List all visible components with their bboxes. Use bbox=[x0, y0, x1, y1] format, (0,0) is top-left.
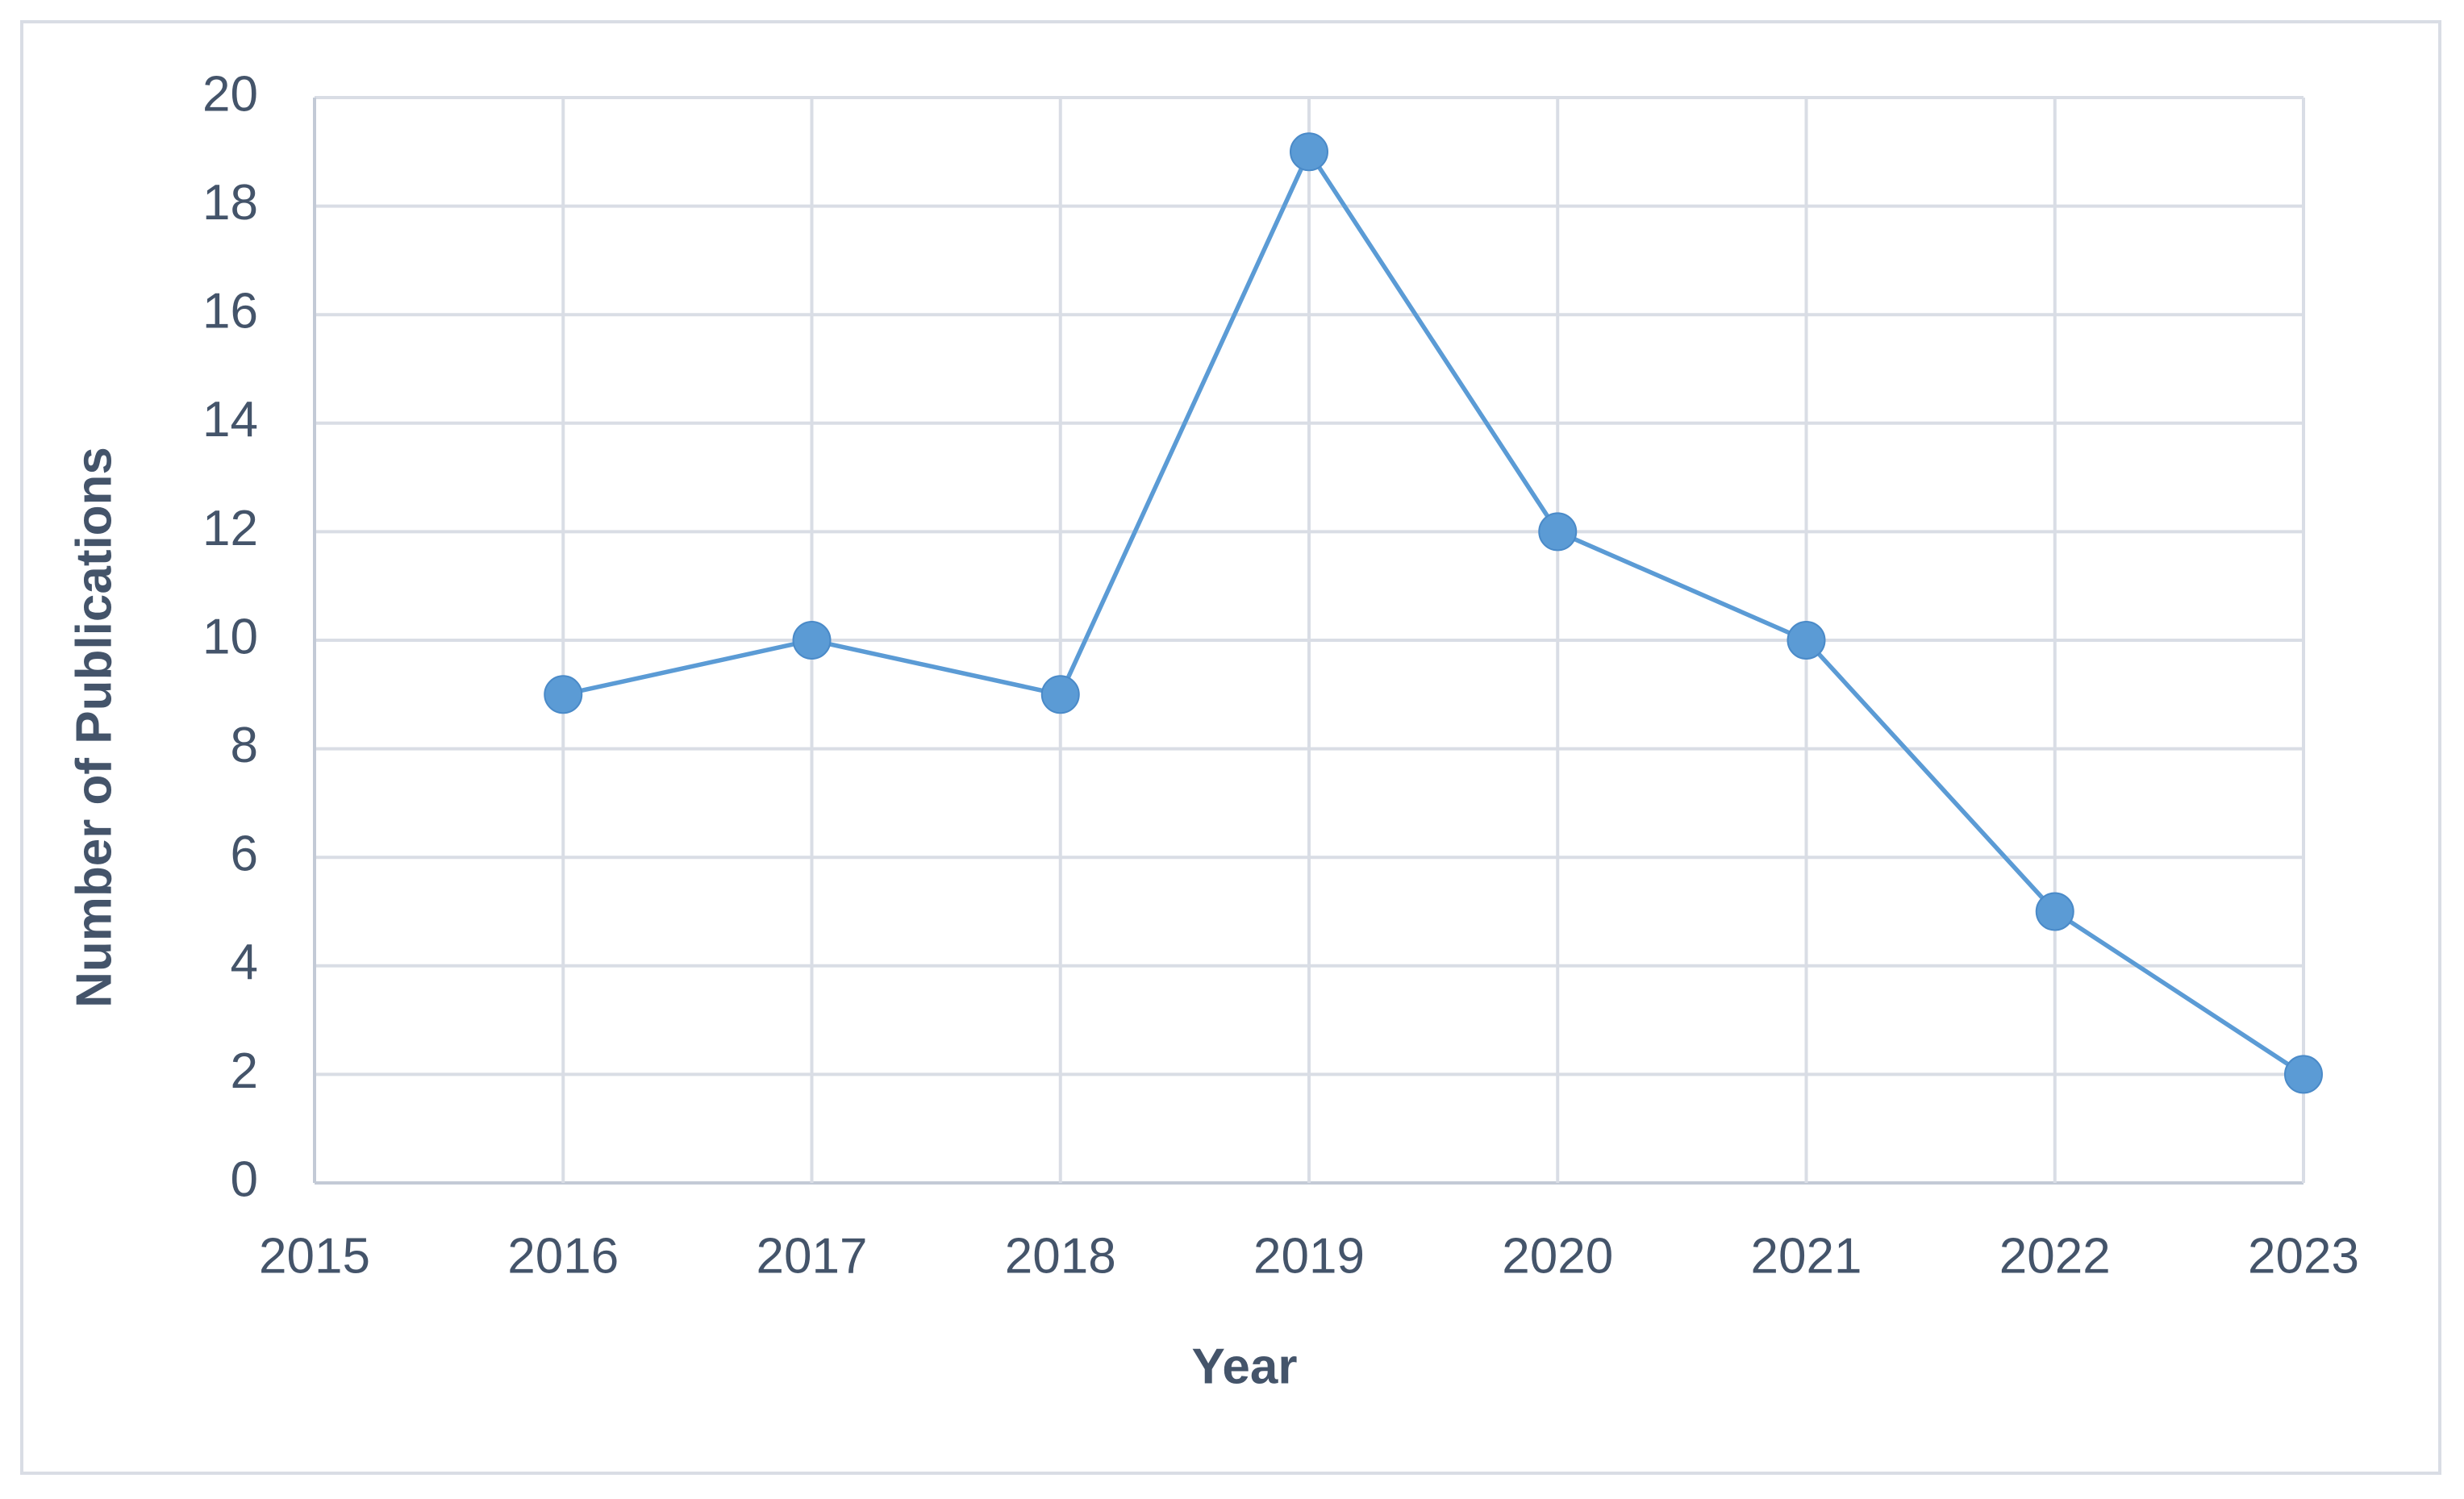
y-tick-label: 4 bbox=[231, 935, 258, 990]
y-tick-label: 20 bbox=[202, 66, 258, 122]
x-tick-label: 2015 bbox=[259, 1228, 370, 1284]
data-point bbox=[544, 675, 583, 714]
x-tick-label: 2018 bbox=[1005, 1228, 1116, 1284]
y-tick-label: 16 bbox=[202, 284, 258, 339]
y-tick-label: 10 bbox=[202, 609, 258, 664]
x-axis-title: Year bbox=[1191, 1339, 1297, 1394]
y-axis-title: Number of Publications bbox=[66, 447, 122, 1008]
y-tick-label: 14 bbox=[202, 392, 258, 448]
x-tick-label: 2022 bbox=[1999, 1228, 2111, 1284]
data-point bbox=[1787, 621, 1826, 660]
x-tick-label: 2019 bbox=[1253, 1228, 1365, 1284]
y-tick-label: 8 bbox=[231, 718, 258, 773]
data-line bbox=[562, 147, 2305, 1076]
x-tick-label: 2020 bbox=[1502, 1228, 1613, 1284]
data-point bbox=[2035, 892, 2074, 931]
x-tick-label: 2023 bbox=[2248, 1228, 2359, 1284]
data-point bbox=[792, 621, 832, 660]
y-tick-label: 0 bbox=[231, 1151, 258, 1207]
x-tick-label: 2016 bbox=[507, 1228, 619, 1284]
x-tick-label: 2017 bbox=[757, 1228, 868, 1284]
x-tick-label: 2021 bbox=[1751, 1228, 1862, 1284]
data-point bbox=[1040, 675, 1080, 714]
data-point bbox=[2284, 1055, 2323, 1094]
data-point bbox=[1538, 512, 1578, 552]
data-point bbox=[1290, 132, 1328, 172]
y-tick-label: 2 bbox=[231, 1043, 258, 1099]
y-tick-label: 6 bbox=[231, 827, 258, 882]
y-tick-label: 12 bbox=[202, 501, 258, 556]
y-tick-label: 18 bbox=[202, 175, 258, 231]
